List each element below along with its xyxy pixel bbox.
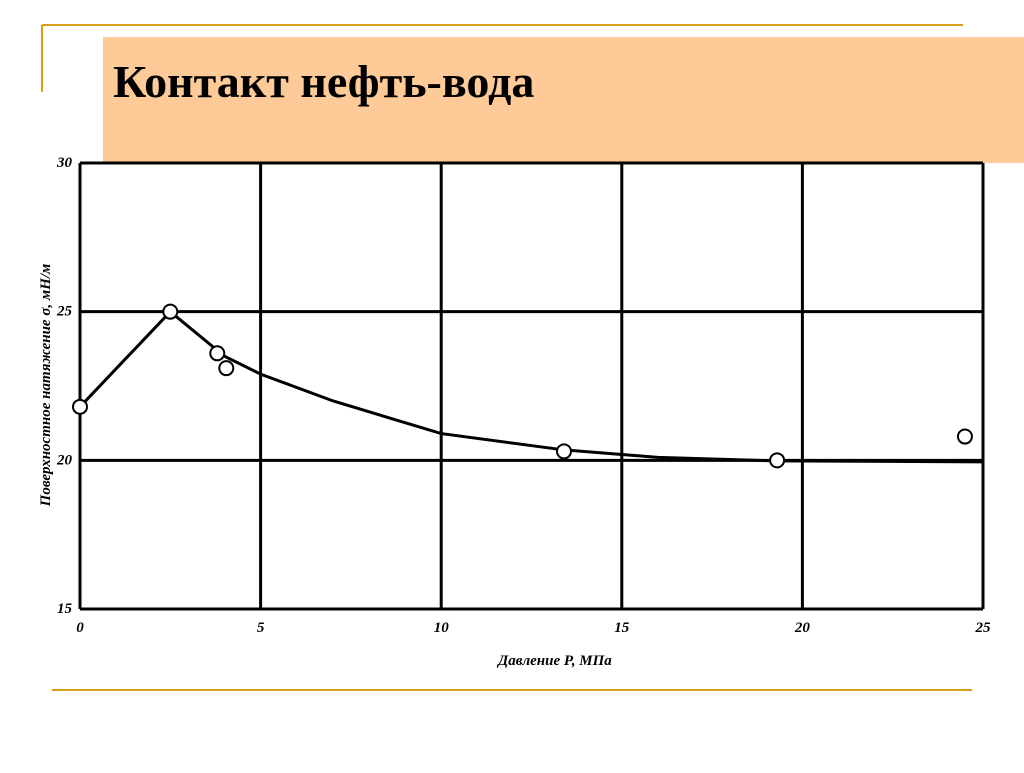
y-tick-label: 20 bbox=[56, 452, 73, 468]
x-tick-label: 5 bbox=[257, 620, 265, 636]
data-point bbox=[162, 303, 179, 320]
data-point bbox=[556, 443, 573, 460]
x-tick-label: 10 bbox=[434, 620, 450, 636]
data-point bbox=[956, 428, 973, 445]
data-point bbox=[218, 360, 235, 377]
data-point bbox=[769, 452, 786, 469]
x-tick-label: 15 bbox=[614, 620, 630, 636]
y-axis-label: Поверхностное натяжение σ, мН/м bbox=[38, 264, 54, 508]
curve bbox=[78, 309, 984, 464]
x-tick-label: 0 bbox=[76, 620, 84, 636]
x-tick-label: 20 bbox=[794, 620, 811, 636]
y-tick-label: 25 bbox=[56, 304, 73, 320]
data-point bbox=[72, 398, 88, 415]
y-tick-label: 30 bbox=[56, 155, 73, 171]
slide-title: Контакт нефть-вода bbox=[113, 56, 534, 107]
data-point bbox=[209, 345, 226, 362]
x-axis-label: Давление Р, МПа bbox=[496, 653, 612, 669]
y-tick-label: 15 bbox=[57, 601, 73, 617]
title-box bbox=[103, 37, 1024, 163]
x-tick-label: 25 bbox=[975, 620, 992, 636]
